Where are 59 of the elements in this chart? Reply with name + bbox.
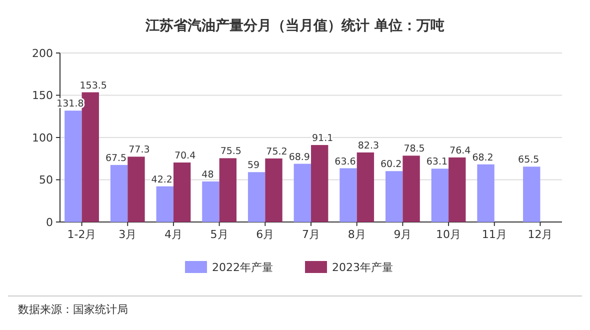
bar <box>311 145 328 222</box>
data-label: 42.2 <box>151 174 172 186</box>
bar <box>340 168 357 222</box>
data-label: 63.6 <box>334 156 356 168</box>
bar <box>294 164 311 222</box>
bar <box>402 156 420 222</box>
data-label: 67.5 <box>105 152 127 164</box>
bar <box>356 152 374 222</box>
bar <box>265 158 282 222</box>
data-label: 65.5 <box>518 154 540 166</box>
data-label: 59 <box>248 160 260 172</box>
data-label: 68.9 <box>288 152 310 163</box>
bar <box>202 181 220 222</box>
bar <box>248 172 266 222</box>
chart-title: 江苏省汽油产量分月（当月值）统计 单位：万吨 <box>144 17 444 34</box>
bar <box>64 110 82 222</box>
data-label: 63.1 <box>426 156 448 168</box>
data-label: 68.2 <box>472 152 494 164</box>
x-tick-label: 9月 <box>394 228 412 241</box>
x-tick-label: 8月 <box>348 228 366 241</box>
source-note: 数据来源：国家统计局 <box>18 303 128 316</box>
data-label: 78.5 <box>404 144 425 155</box>
data-label: 70.4 <box>174 150 196 162</box>
x-tick-label: 1-2月 <box>67 228 96 241</box>
x-tick-label: 6月 <box>256 228 274 241</box>
bar <box>219 158 237 222</box>
y-tick-label: 150 <box>32 89 53 102</box>
x-tick-label: 10月 <box>436 228 462 241</box>
data-label: 91.1 <box>312 133 334 144</box>
x-tick-label: 7月 <box>302 228 320 241</box>
data-label: 75.5 <box>220 146 242 158</box>
data-label: 82.3 <box>358 140 380 152</box>
bar <box>386 171 403 222</box>
bar <box>431 168 449 222</box>
data-label: 60.2 <box>380 159 402 170</box>
bar <box>128 156 145 222</box>
bar <box>477 164 494 222</box>
x-tick-label: 11月 <box>482 228 507 241</box>
bar <box>448 157 466 222</box>
y-tick-label: 0 <box>46 216 53 229</box>
bar <box>523 166 540 222</box>
x-tick-label: 4月 <box>164 228 182 241</box>
data-label: 75.2 <box>266 146 288 158</box>
data-label: 48 <box>202 169 214 180</box>
legend-label: 2022年产量 <box>212 260 273 274</box>
x-tick-label: 3月 <box>118 228 137 241</box>
y-tick-label: 200 <box>32 46 53 60</box>
data-label: 76.4 <box>450 145 471 156</box>
bar <box>110 164 128 222</box>
y-tick-label: 50 <box>39 174 53 187</box>
bar <box>82 92 99 222</box>
legend-label: 2023年产量 <box>332 260 393 274</box>
x-tick-label: 5月 <box>210 228 228 241</box>
bar <box>173 162 191 222</box>
data-label: 77.3 <box>128 144 150 156</box>
bar <box>156 186 174 222</box>
y-tick-label: 100 <box>32 131 53 144</box>
data-label: 153.5 <box>80 80 107 92</box>
x-tick-label: 12月 <box>528 228 553 241</box>
